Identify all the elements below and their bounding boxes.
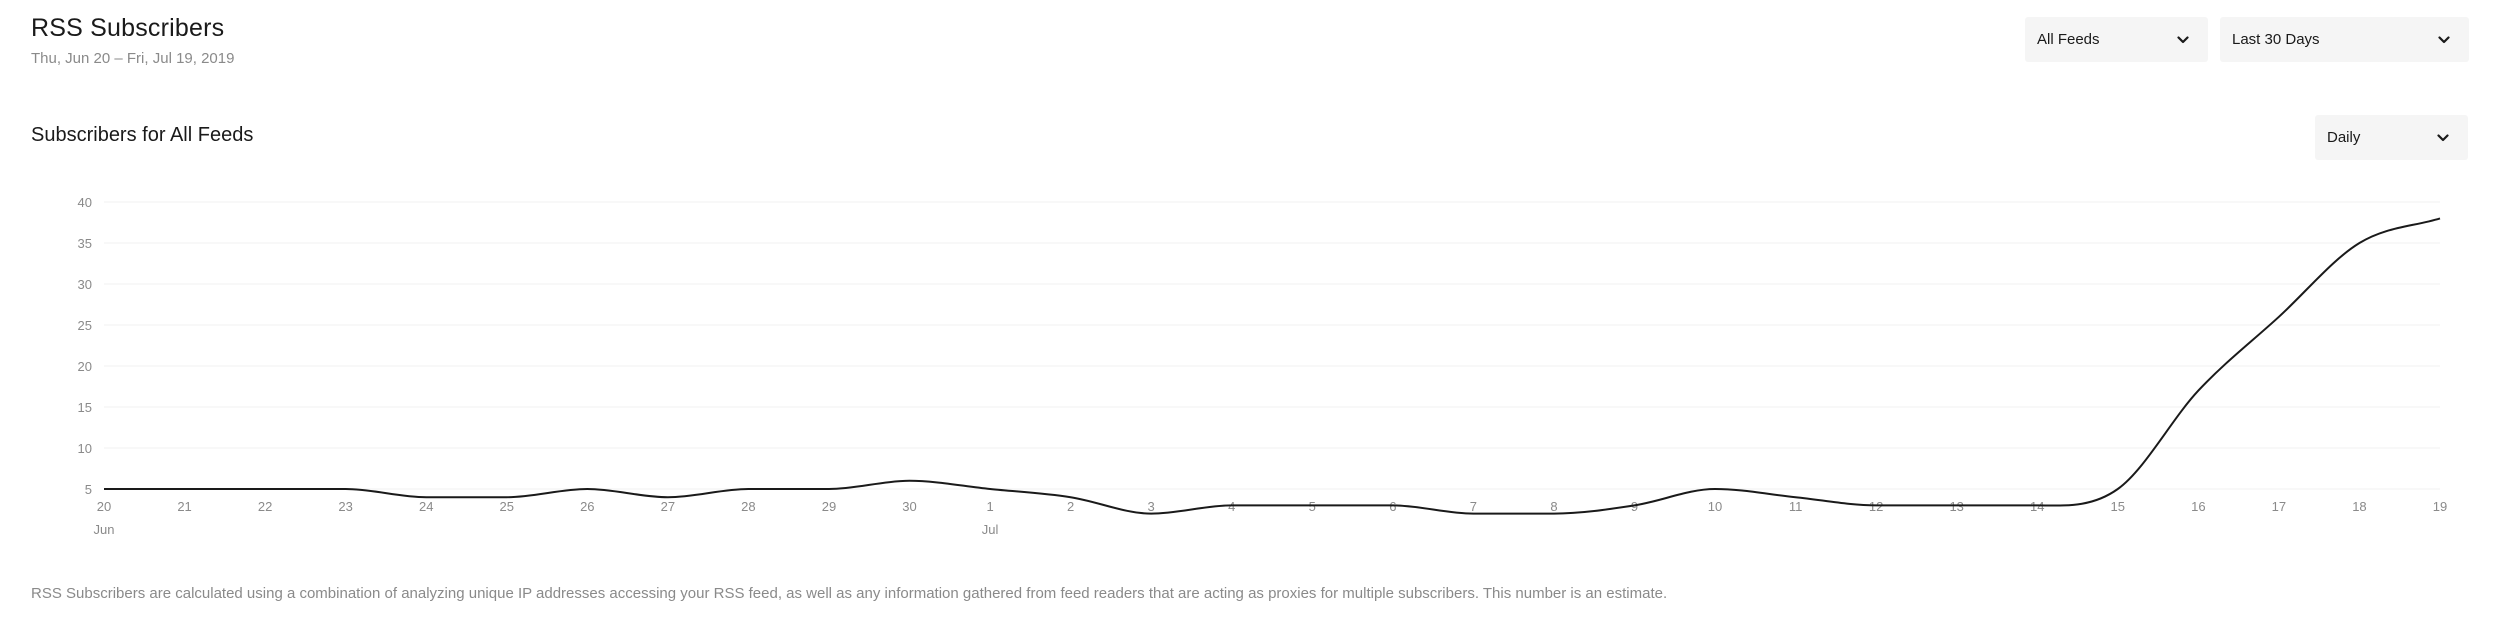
x-tick-label: 4	[1228, 499, 1235, 514]
x-tick-label: 2	[1067, 499, 1074, 514]
y-tick-label: 15	[78, 400, 92, 415]
data-point	[1954, 502, 1960, 508]
data-point	[504, 494, 510, 500]
data-point	[1148, 511, 1154, 517]
x-tick-label: 5	[1309, 499, 1316, 514]
chevron-down-icon	[2436, 131, 2450, 145]
data-point	[987, 486, 993, 492]
date-range-subtitle: Thu, Jun 20 – Fri, Jul 19, 2019	[31, 50, 235, 67]
data-point	[2356, 240, 2362, 246]
data-point	[1470, 511, 1476, 517]
data-point	[101, 486, 107, 492]
x-tick-label: 28	[741, 499, 755, 514]
x-tick-label: 27	[661, 499, 675, 514]
y-tick-label: 40	[78, 195, 92, 210]
y-tick-label: 30	[78, 277, 92, 292]
x-tick-label: 12	[1869, 499, 1883, 514]
x-tick-label: 19	[2433, 499, 2447, 514]
data-point	[423, 494, 429, 500]
x-tick-label: 22	[258, 499, 272, 514]
data-point	[745, 486, 751, 492]
x-tick-label: 7	[1470, 499, 1477, 514]
data-point	[665, 494, 671, 500]
x-tick-label: 23	[338, 499, 352, 514]
x-tick-label: 25	[500, 499, 514, 514]
page-title: RSS Subscribers	[31, 14, 225, 42]
data-point	[2437, 215, 2443, 221]
data-point	[1309, 502, 1315, 508]
data-point	[1068, 494, 1074, 500]
data-point	[262, 486, 268, 492]
data-point	[907, 478, 913, 484]
data-point	[1712, 486, 1718, 492]
chevron-down-icon	[2176, 33, 2190, 47]
x-tick-label: 14	[2030, 499, 2044, 514]
chevron-down-icon	[2437, 33, 2451, 47]
x-tick-label: 13	[1949, 499, 1963, 514]
data-point	[2276, 314, 2282, 320]
data-point	[1551, 511, 1557, 517]
data-point	[1229, 502, 1235, 508]
x-tick-label: 6	[1389, 499, 1396, 514]
x-tick-label: 17	[2272, 499, 2286, 514]
y-tick-label: 25	[78, 318, 92, 333]
x-tick-label: 29	[822, 499, 836, 514]
data-point	[584, 486, 590, 492]
x-tick-label: 3	[1148, 499, 1155, 514]
feed-select-value: All Feeds	[2037, 31, 2100, 48]
x-tick-label: 11	[1789, 499, 1803, 514]
data-point	[826, 486, 832, 492]
x-tick-label: 10	[1708, 499, 1722, 514]
data-point	[343, 486, 349, 492]
x-tick-label: 30	[902, 499, 916, 514]
data-point	[1873, 502, 1879, 508]
date-range-value: Last 30 Days	[2232, 31, 2320, 48]
feed-select-dropdown[interactable]: All Feeds	[2025, 17, 2208, 62]
x-tick-label: 8	[1550, 499, 1557, 514]
x-tick-label: 20	[97, 499, 111, 514]
data-point	[1793, 494, 1799, 500]
y-tick-label: 10	[78, 441, 92, 456]
x-tick-label: 18	[2352, 499, 2366, 514]
y-tick-label: 5	[85, 482, 92, 497]
data-point	[1631, 502, 1637, 508]
data-point	[182, 486, 188, 492]
chart-title: Subscribers for All Feeds	[31, 124, 254, 146]
x-tick-label: 26	[580, 499, 594, 514]
interval-value: Daily	[2327, 129, 2361, 146]
data-point	[2034, 502, 2040, 508]
data-point	[2115, 486, 2121, 492]
y-tick-label: 35	[78, 236, 92, 251]
date-range-dropdown[interactable]: Last 30 Days	[2220, 17, 2469, 62]
x-tick-label: 16	[2191, 499, 2205, 514]
y-tick-label: 20	[78, 359, 92, 374]
x-tick-label: 1	[986, 499, 993, 514]
x-tick-label: 21	[177, 499, 191, 514]
x-tick-label: 9	[1631, 499, 1638, 514]
x-month-label: Jun	[94, 522, 115, 537]
footnote: RSS Subscribers are calculated using a c…	[31, 585, 1668, 602]
interval-dropdown[interactable]: Daily	[2315, 115, 2468, 160]
series-line	[104, 217, 2441, 515]
x-month-label: Jul	[982, 522, 999, 537]
data-point	[1390, 502, 1396, 508]
x-tick-label: 24	[419, 499, 433, 514]
x-tick-label: 15	[2111, 499, 2125, 514]
data-point	[2195, 388, 2201, 394]
